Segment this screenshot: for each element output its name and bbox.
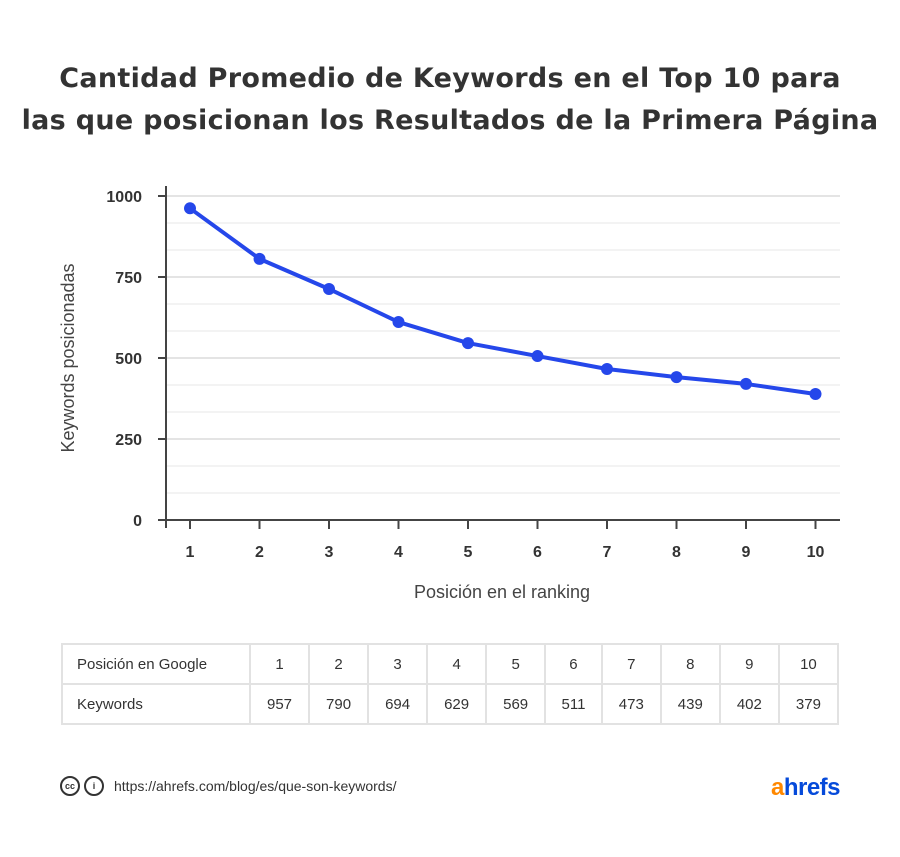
chart-title: Cantidad Promedio de Keywords en el Top …	[0, 58, 900, 142]
footer: cc i https://ahrefs.com/blog/es/que-son-…	[60, 776, 396, 796]
table-cell-position: 9	[718, 643, 780, 685]
y-tick-label: 0	[133, 513, 142, 530]
data-point	[531, 350, 544, 363]
title-line-1: Cantidad Promedio de Keywords en el Top …	[59, 63, 841, 94]
x-tick-label: 8	[672, 544, 681, 561]
x-tick-label: 2	[255, 544, 264, 561]
y-tick-label: 250	[115, 432, 142, 449]
table-cell-keywords: 957	[248, 683, 311, 725]
table-cell-position: 8	[659, 643, 721, 685]
x-tick-label: 7	[603, 544, 612, 561]
data-point	[809, 387, 822, 400]
x-tick-label: 1	[186, 544, 195, 561]
table-cell-position: 5	[485, 643, 547, 685]
data-point	[392, 316, 405, 329]
table-cell-position: 6	[544, 643, 603, 685]
data-point	[184, 202, 196, 215]
table-cell-position: 10	[777, 643, 840, 685]
table-cell-keywords: 629	[426, 683, 488, 725]
row-label-position: Posición en Google	[61, 643, 251, 685]
table-row-keywords: Keywords 957 790 694 629 569 511 473 439 402 379	[61, 683, 840, 725]
table-cell-position: 1	[248, 643, 311, 685]
table-cell-position: 4	[426, 643, 488, 685]
x-tick-label: 9	[742, 544, 751, 561]
y-tick-label: 500	[115, 351, 142, 368]
title-line-2: las que posicionan los Resultados de la …	[21, 105, 879, 136]
data-table: Posición en Google 1 2 3 4 5 6 7 8 9 10 Keywords …	[61, 643, 840, 725]
table-cell-keywords: 439	[659, 683, 721, 725]
table-cell-position: 3	[367, 643, 429, 685]
table-cell-keywords: 473	[600, 683, 662, 725]
y-tick-label: 1000	[106, 189, 142, 206]
data-point	[740, 377, 752, 390]
table-cell-keywords: 402	[718, 683, 780, 725]
table-cell-keywords: 790	[308, 683, 370, 725]
attribution-icon: i	[84, 776, 104, 796]
y-tick-label: 750	[115, 270, 142, 287]
line-chart: 0 250 500 750 1000 1 2 3 4 5 6 7 8 9 10 Posición en el…	[58, 186, 840, 602]
ahrefs-logo: ahrefs	[770, 774, 841, 802]
x-tick-label: 4	[394, 544, 403, 561]
table-row-position: Posición en Google 1 2 3 4 5 6 7 8 9 10	[61, 643, 840, 685]
x-tick-label: 5	[464, 544, 473, 561]
x-tick-label: 10	[807, 544, 825, 561]
table-cell-keywords: 569	[485, 683, 547, 725]
table-cell-keywords: 694	[367, 683, 429, 725]
data-point	[670, 371, 683, 384]
data-point	[601, 363, 613, 376]
logo-rest: hrefs	[783, 774, 841, 801]
source-url[interactable]: https://ahrefs.com/blog/es/que-son-keywo…	[114, 778, 397, 794]
data-point	[253, 252, 266, 265]
row-label-keywords: Keywords	[61, 683, 251, 725]
x-tick-label: 6	[533, 544, 542, 561]
x-axis-label: Posición en el ranking	[414, 582, 590, 602]
x-tick-label: 3	[325, 544, 334, 561]
data-point	[462, 337, 474, 350]
logo-a: a	[770, 774, 784, 801]
table-cell-position: 2	[308, 643, 370, 685]
table-cell-keywords: 511	[544, 683, 603, 725]
series-line	[188, 206, 816, 396]
creative-commons-icon: cc	[60, 776, 80, 796]
table-cell-keywords: 379	[777, 683, 840, 725]
table-cell-position: 7	[600, 643, 662, 685]
data-point	[323, 282, 335, 295]
y-axis-label: Keywords posicionadas	[58, 263, 78, 452]
